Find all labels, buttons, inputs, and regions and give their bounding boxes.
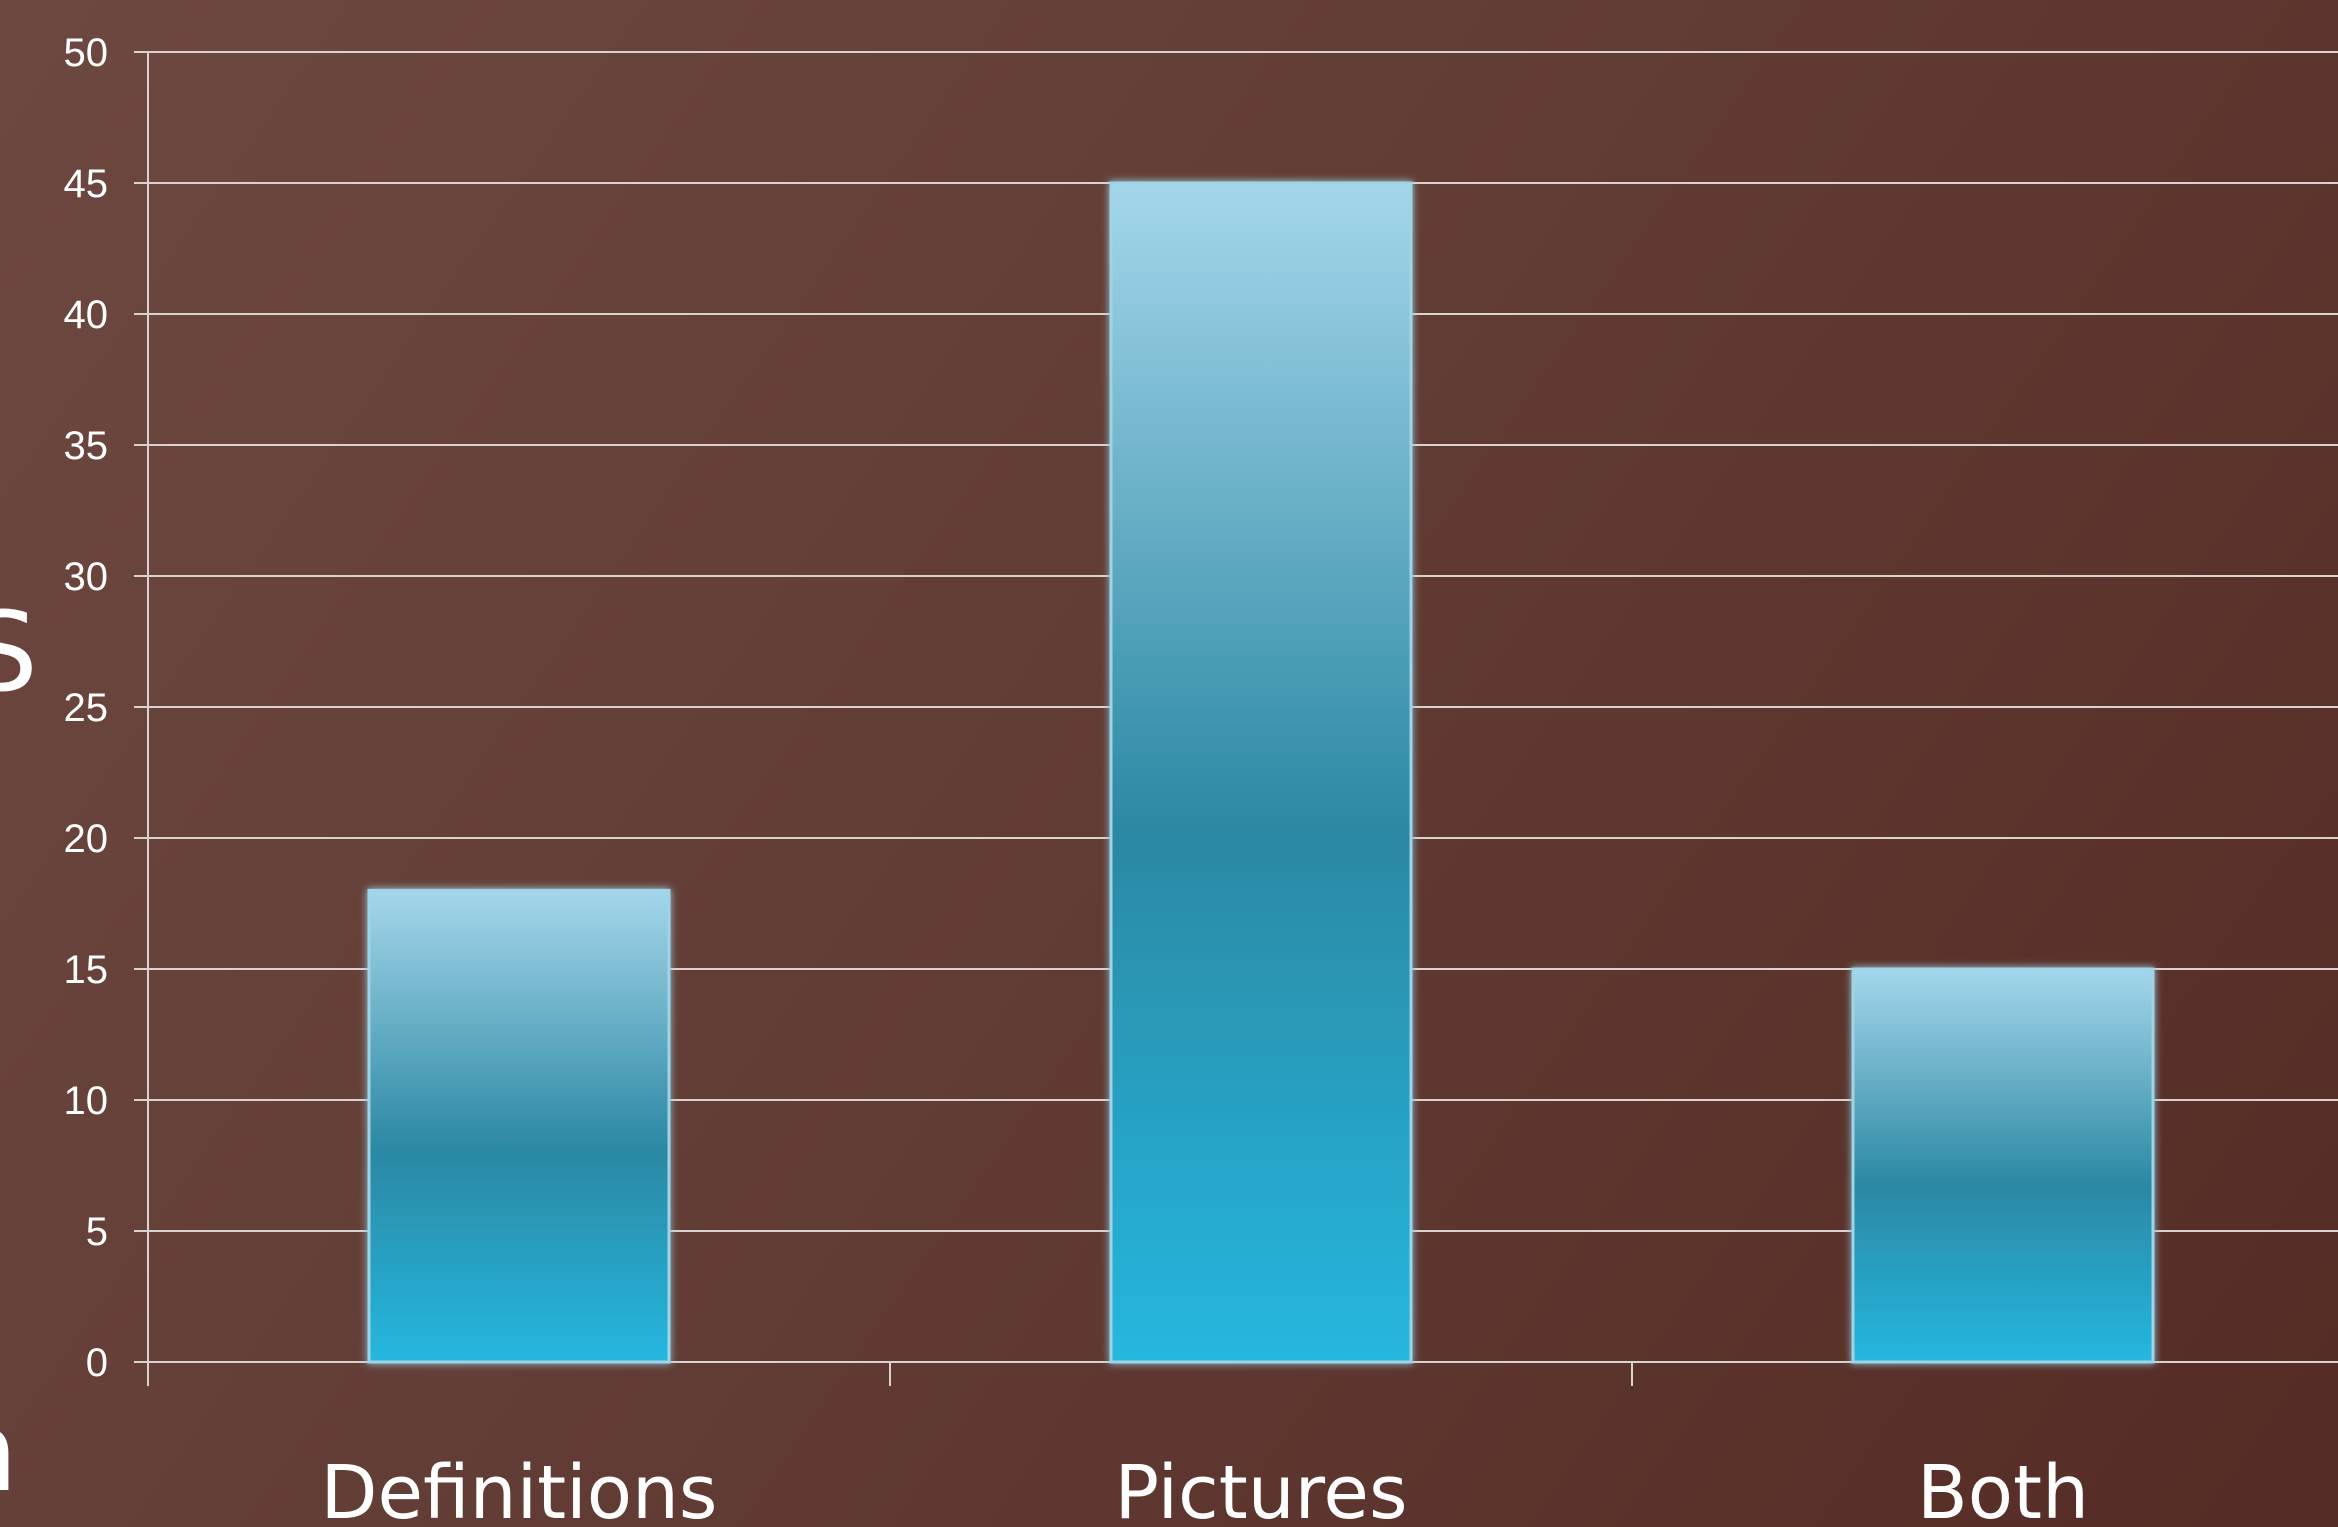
y-tick-label: 0 bbox=[86, 1341, 108, 1385]
y-tick-label: 30 bbox=[64, 555, 109, 599]
y-tick-label: 50 bbox=[64, 31, 109, 75]
bar-pictures bbox=[1109, 181, 1413, 1364]
bars bbox=[367, 181, 2155, 1364]
y-tick-label: 45 bbox=[64, 162, 109, 206]
y-tick-label: 5 bbox=[86, 1210, 108, 1254]
category-label-both: Both bbox=[1917, 1450, 2089, 1527]
cropped-letter-n: n bbox=[0, 1388, 18, 1516]
y-tick-label: 15 bbox=[64, 948, 109, 992]
y-tick-label: 10 bbox=[64, 1079, 109, 1123]
y-tick-label: 25 bbox=[64, 686, 109, 730]
category-labels: Definitions Pictures Both bbox=[321, 1450, 2089, 1527]
y-tick-label: 35 bbox=[64, 424, 109, 468]
category-label-pictures: Pictures bbox=[1114, 1450, 1407, 1527]
category-label-definitions: Definitions bbox=[321, 1450, 718, 1527]
cropped-letter-s: S bbox=[0, 588, 38, 716]
y-tick-label: 40 bbox=[64, 293, 109, 337]
y-tick-labels: 0 5 10 15 20 25 30 35 40 45 50 bbox=[64, 31, 109, 1385]
bar-both bbox=[1851, 967, 2155, 1364]
y-tick-label: 20 bbox=[64, 817, 109, 861]
bar-definitions bbox=[367, 888, 671, 1364]
